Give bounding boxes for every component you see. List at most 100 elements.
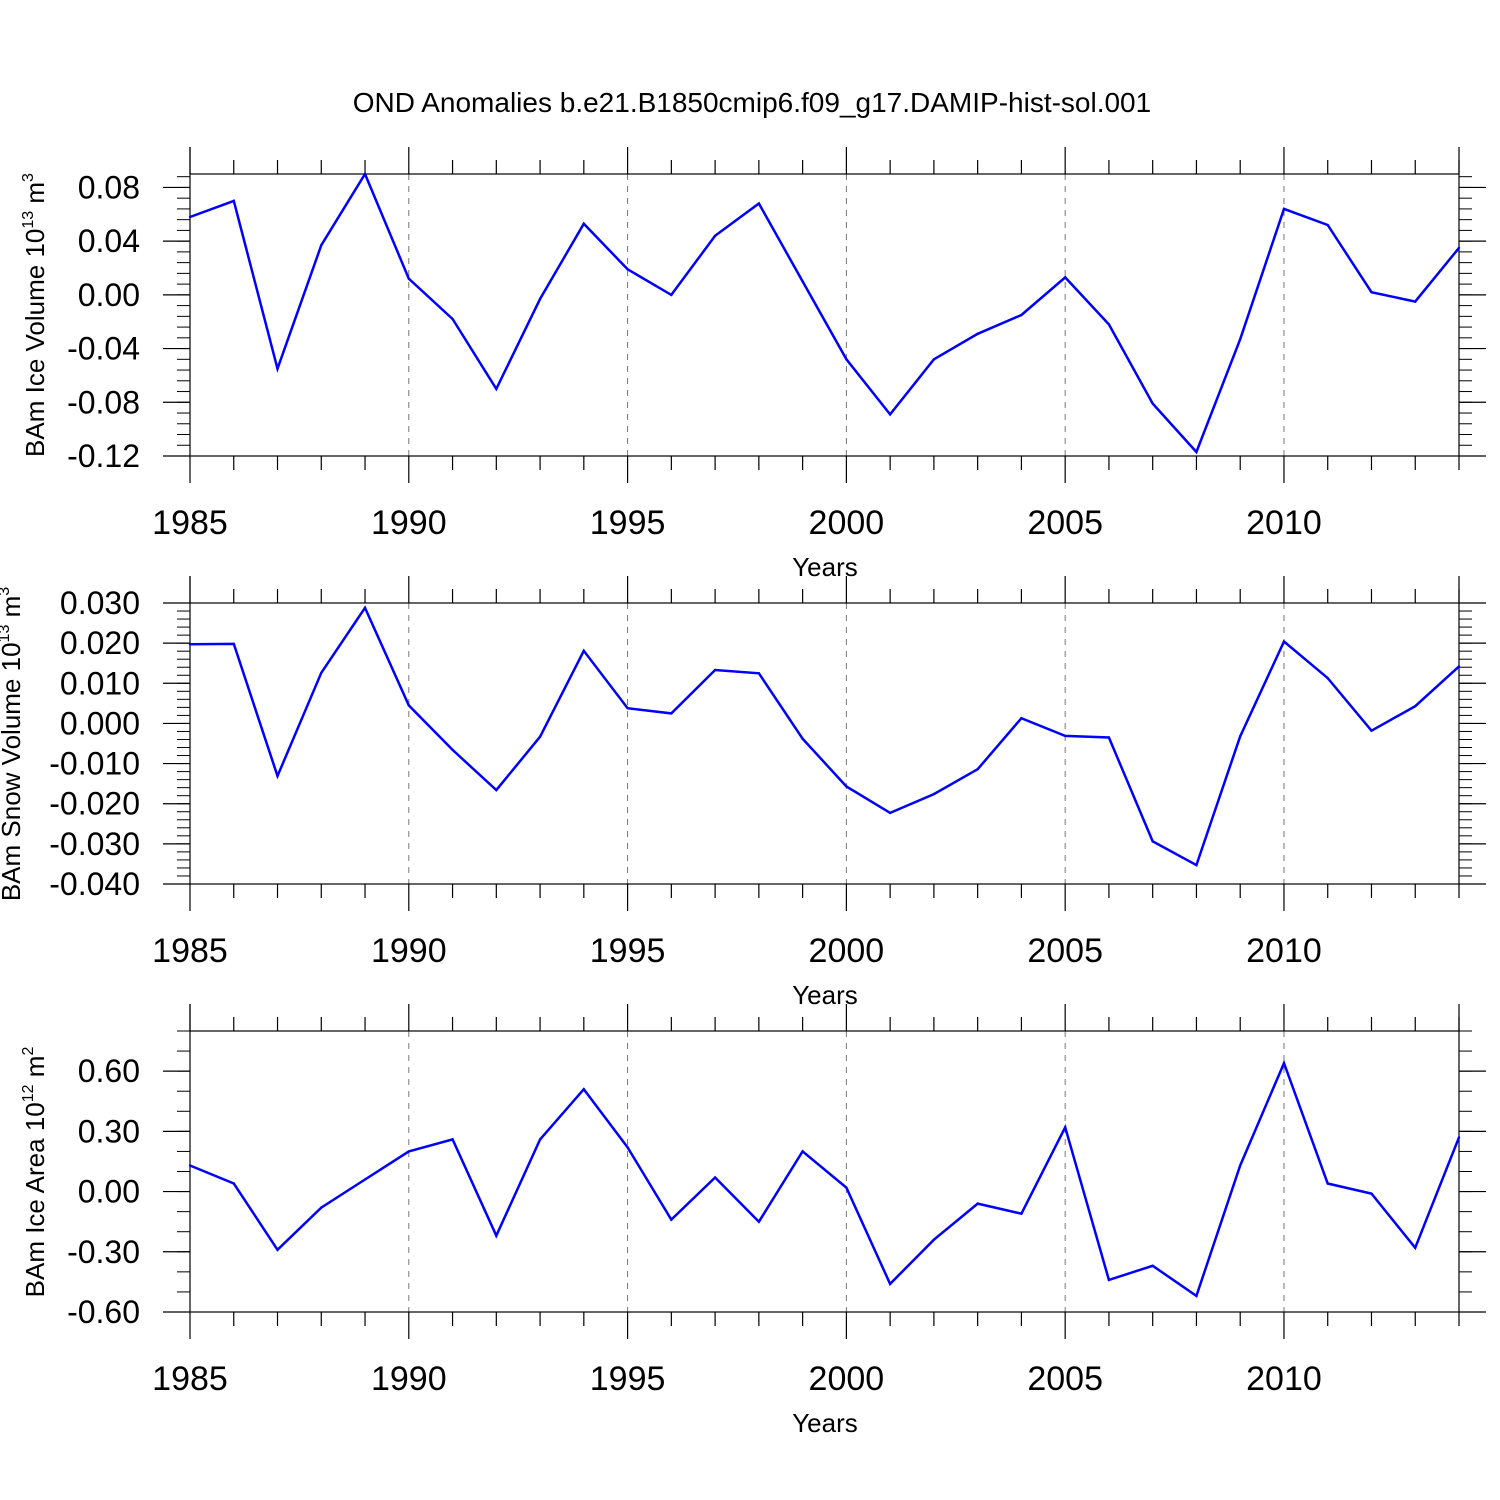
snow-volume-data-point	[1107, 736, 1111, 739]
ice-area-data-point	[582, 1088, 586, 1091]
ice-area-data-point	[538, 1138, 542, 1141]
ice-area-ylabel: BAm Ice Area 1012 m2	[20, 1047, 50, 1298]
ice-area-data-point	[1063, 1126, 1067, 1129]
ice-volume-y-tick-label: -0.12	[67, 438, 140, 474]
ice-volume-data-point	[1195, 450, 1198, 454]
ice-volume-data-point	[1326, 223, 1329, 227]
ice-volume-y-tick-label: 0.08	[78, 169, 140, 205]
ice-area-data-point	[1370, 1192, 1373, 1195]
snow-volume-panel: BAm Snow Volume 1013 m3 Years 1985 1990 19…	[0, 576, 1486, 1010]
ice-volume-data-point	[1282, 207, 1286, 211]
snow-volume-data-point	[582, 649, 586, 652]
ice-area-y-tick-label: 0.60	[78, 1053, 140, 1089]
snow-volume-data-point	[538, 735, 542, 738]
snow-volume-y-tick-label: 0.010	[60, 665, 140, 701]
snow-volume-data-point	[1457, 665, 1461, 668]
snow-volume-xlabel: Years	[792, 980, 858, 1010]
ice-volume-data-point	[320, 243, 323, 247]
ice-volume-panel: BAm Ice Volume 1013 m3 Years 1985 1990 199…	[20, 147, 1486, 582]
snow-volume-data-point	[1239, 735, 1242, 738]
ice-area-x-tick-label: 2000	[809, 1360, 885, 1398]
ice-volume-series-line	[189, 171, 1460, 455]
snow-volume-x-tick-label: 2010	[1246, 932, 1322, 970]
ice-volume-data-point	[1063, 276, 1067, 279]
snow-volume-x-tick-label: 1990	[371, 932, 447, 970]
ice-volume-data-point	[538, 297, 542, 301]
snow-volume-y-tick-label: -0.040	[49, 866, 140, 902]
ice-area-data-point	[888, 1282, 892, 1286]
snow-volume-data-point	[976, 767, 979, 771]
ice-volume-data-point	[582, 222, 586, 225]
snow-volume-data-point	[276, 774, 279, 778]
ice-volume-data-point	[670, 293, 673, 297]
ice-volume-data-point	[232, 199, 235, 203]
snow-volume-data-point	[232, 642, 235, 646]
snow-volume-y-tick-label: 0.000	[60, 705, 140, 741]
ice-area-data-point	[363, 1178, 367, 1181]
ice-volume-ylabel: BAm Ice Volume 1013 m3	[20, 173, 50, 457]
ice-area-data-point	[407, 1150, 410, 1153]
ice-volume-data-point	[1107, 323, 1111, 326]
snow-volume-data-point	[188, 643, 192, 646]
ice-area-data-point	[757, 1220, 761, 1223]
snow-volume-y-tick-label: -0.030	[49, 826, 140, 862]
ice-area-xlabel: Years	[792, 1408, 858, 1438]
ice-area-data-point	[232, 1182, 235, 1185]
ice-area-data-point	[626, 1146, 629, 1149]
ice-volume-data-point	[757, 202, 761, 205]
snow-volume-ylabel: BAm Snow Volume 1013 m3	[0, 587, 26, 901]
ice-volume-data-point	[626, 268, 629, 271]
ice-volume-data-point	[932, 358, 936, 361]
ice-area-x-tick-label: 2005	[1027, 1360, 1103, 1398]
snow-volume-data-point	[757, 672, 761, 675]
ice-volume-plot-frame	[189, 173, 1460, 457]
snow-volume-data-point	[670, 712, 673, 715]
ice-volume-y-tick-label: -0.04	[67, 331, 140, 367]
ice-area-data-point	[1151, 1264, 1154, 1268]
ice-volume-data-point	[801, 280, 804, 283]
snow-volume-data-point	[1063, 734, 1067, 738]
ice-area-y-tick-label: 0.30	[78, 1113, 140, 1149]
ice-area-data-point	[1107, 1278, 1111, 1282]
ice-area-data-point	[1457, 1136, 1461, 1139]
ice-area-data-point	[1195, 1294, 1198, 1298]
snow-volume-data-point	[1020, 717, 1023, 720]
ice-volume-y-tick-label: -0.08	[67, 384, 140, 420]
ice-volume-x-tick-label: 1985	[152, 504, 228, 542]
ice-area-data-point	[1020, 1212, 1023, 1215]
ice-area-data-point	[845, 1186, 848, 1189]
ice-volume-y-tick-label: 0.04	[78, 223, 140, 259]
ice-area-data-point	[1326, 1182, 1329, 1185]
snow-volume-data-point	[451, 748, 454, 752]
figure-title: OND Anomalies b.e21.B1850cmip6.f09_g17.D…	[353, 87, 1151, 118]
ice-area-x-tick-label: 1995	[590, 1360, 666, 1398]
ice-volume-data-point	[188, 215, 192, 219]
ice-volume-data-point	[451, 317, 454, 321]
ice-area-data-point	[1282, 1061, 1286, 1065]
snow-volume-x-tick-label: 2000	[809, 932, 885, 970]
ice-area-data-point	[976, 1202, 979, 1205]
ice-volume-x-tick-label: 1990	[371, 504, 447, 542]
ice-volume-data-point	[363, 172, 367, 176]
ice-area-data-point	[932, 1238, 936, 1241]
snow-volume-data-point	[888, 811, 892, 815]
snow-volume-series-line	[189, 605, 1460, 867]
snow-volume-x-tick-label: 2005	[1027, 932, 1103, 970]
snow-volume-y-tick-label: 0.020	[60, 625, 140, 661]
snow-volume-plot-frame	[189, 602, 1460, 885]
snow-volume-data-point	[1195, 863, 1198, 867]
ice-area-data-point	[495, 1234, 498, 1237]
ice-area-series-line	[189, 1059, 1461, 1298]
snow-volume-data-point	[801, 737, 804, 740]
ice-volume-data-point	[713, 234, 717, 237]
ice-area-data-point	[713, 1176, 717, 1179]
ice-area-y-tick-label: 0.00	[78, 1174, 140, 1210]
ice-volume-x-tick-label: 2005	[1027, 504, 1103, 542]
snow-volume-data-point	[495, 788, 498, 792]
ice-volume-data-point	[1020, 313, 1023, 317]
ice-volume-data-point	[1414, 300, 1417, 303]
snow-volume-data-point	[320, 671, 323, 675]
ice-volume-data-point	[1151, 402, 1154, 405]
ice-volume-x-tick-label: 2000	[809, 504, 885, 542]
